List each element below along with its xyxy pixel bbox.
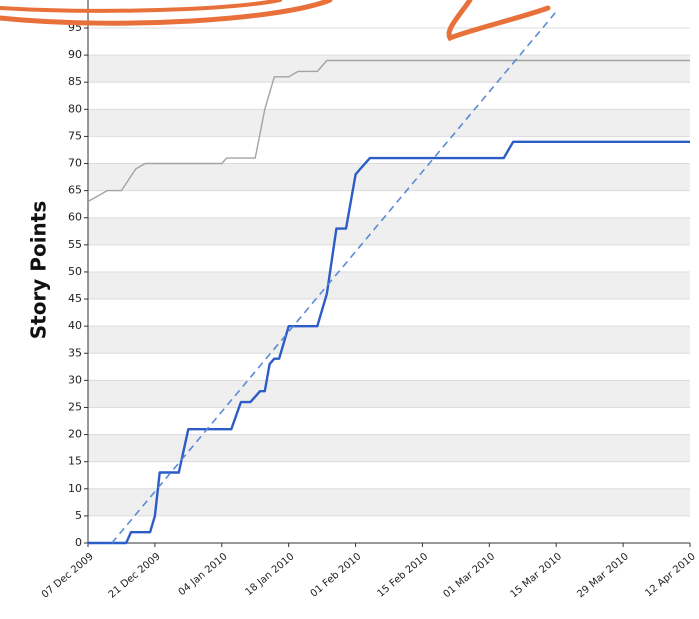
grid-band: [88, 163, 690, 191]
y-axis-label: Story Points: [27, 201, 51, 340]
y-tick-label: 85: [68, 75, 82, 88]
y-tick-label: 40: [68, 319, 82, 332]
y-tick-label: 10: [68, 482, 82, 495]
grid-band: [88, 217, 690, 245]
series-line: [88, 140, 690, 545]
y-tick-label: 65: [68, 184, 82, 197]
series-line: [111, 11, 557, 544]
grid-band: [88, 109, 690, 137]
y-tick-label: 80: [68, 102, 82, 115]
series-line: [87, 59, 690, 203]
annotation-scribble: [0, 0, 282, 13]
grid-band: [88, 55, 690, 83]
annotation-scribble: [446, 0, 551, 42]
grid-band: [88, 271, 690, 300]
grid-band: [88, 326, 690, 354]
y-tick-label: 20: [68, 428, 82, 441]
y-tick-label: 90: [68, 48, 82, 61]
y-tick-label: 30: [68, 373, 82, 386]
y-tick-label: 70: [68, 157, 82, 170]
y-tick-label: 50: [68, 265, 82, 278]
y-tick-label: 15: [68, 455, 82, 468]
grid-band: [88, 434, 690, 462]
y-tick-label: 60: [68, 211, 82, 224]
y-tick-label: 25: [68, 400, 82, 413]
y-tick-label: 75: [68, 129, 82, 142]
y-tick-label: 5: [75, 509, 82, 522]
y-tick-label: 35: [68, 346, 82, 359]
grid-band: [88, 488, 690, 516]
y-tick-label: 45: [68, 292, 82, 305]
y-tick-label: 55: [68, 238, 82, 251]
grid-band: [88, 380, 690, 408]
annotation-scribble: [0, 0, 333, 26]
y-tick-label: 0: [75, 536, 82, 549]
